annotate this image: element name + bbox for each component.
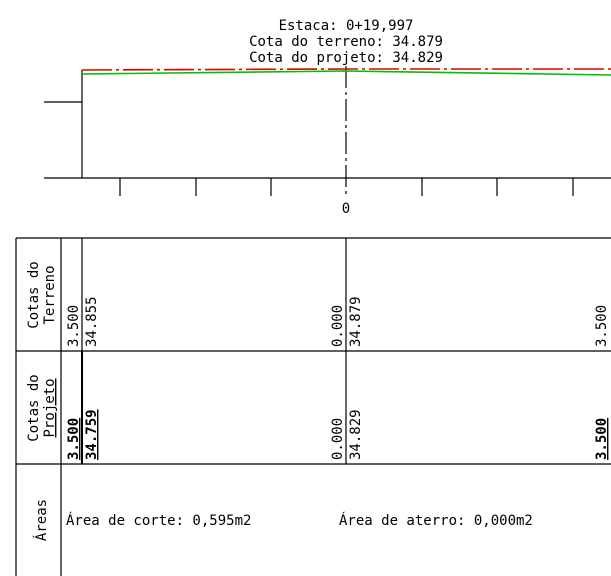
axis-center-label: 0 <box>342 201 350 217</box>
center-elevation-value: 34.829 <box>348 409 364 460</box>
row-terrain-elevations: Cotas do Terreno 3.500 34.855 0.000 34.8… <box>26 261 610 347</box>
station-label: Estaca: 0+19,997 <box>279 18 414 34</box>
row-areas: Áreas Área de corte: 0,595m2 Área de ate… <box>33 499 533 541</box>
row-label-line1: Cotas do <box>26 261 42 328</box>
project-elevation-label: Cota do projeto: 34.829 <box>249 50 443 66</box>
center-offset-value: 0.000 <box>330 418 346 460</box>
right-offset-value: 3.500 <box>594 418 610 460</box>
row-label-line2: Projeto <box>42 378 58 437</box>
terrain-elevation-label: Cota do terreno: 34.879 <box>249 34 443 50</box>
data-table <box>15 237 611 576</box>
left-elevation-value: 34.759 <box>84 409 100 460</box>
cut-area-value: Área de corte: 0,595m2 <box>66 512 251 529</box>
center-offset-value: 0.000 <box>330 305 346 347</box>
fill-area-value: Área de aterro: 0,000m2 <box>339 512 533 529</box>
project-line <box>81 70 611 76</box>
row-label-line2: Terreno <box>42 265 58 324</box>
profile-frame: 0 <box>44 66 611 217</box>
center-elevation-value: 34.879 <box>348 296 364 347</box>
left-elevation-value: 34.855 <box>84 296 100 347</box>
row-label-line1: Cotas do <box>26 374 42 441</box>
row-label: Áreas <box>33 499 50 541</box>
section-header: Estaca: 0+19,997 Cota do terreno: 34.879… <box>249 18 443 66</box>
left-offset-value: 3.500 <box>66 418 82 460</box>
terrain-line <box>81 68 611 71</box>
left-offset-value: 3.500 <box>66 305 82 347</box>
right-offset-value: 3.500 <box>594 305 610 347</box>
row-project-elevations: Cotas do Projeto 3.500 34.759 0.000 34.8… <box>26 374 610 460</box>
